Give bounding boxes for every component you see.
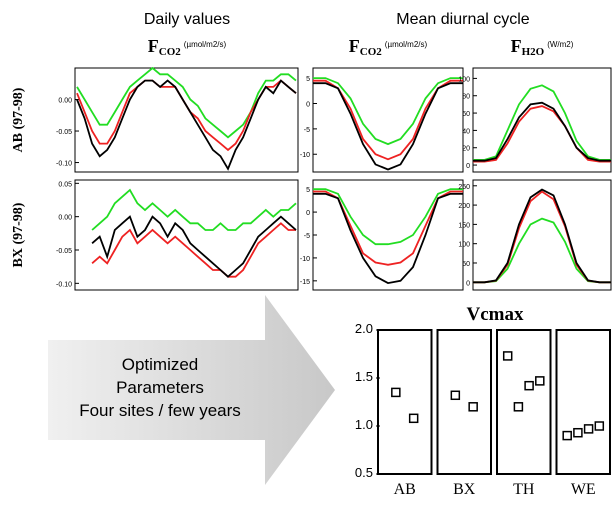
y-tick-label: 0.05 (58, 181, 72, 188)
column-label: FCO2(µmol/m2/s) (349, 36, 428, 58)
series-line (473, 188, 611, 284)
series-line (473, 105, 611, 163)
arrow (48, 295, 335, 485)
point (450, 390, 461, 401)
series-line (313, 188, 463, 246)
panel-box (555, 329, 611, 475)
point (535, 376, 545, 386)
point (502, 351, 513, 361)
arrow-text: Four sites / few years (79, 401, 241, 420)
column-label: FH2O(W/m2) (511, 36, 574, 58)
unit: (µmol/m2/s) (385, 40, 428, 49)
y-tick-label: 60 (462, 111, 470, 118)
y-tick-label: 50 (462, 261, 470, 268)
x-tick-label: BX (453, 481, 476, 498)
series-line (313, 77, 463, 146)
x-tick-label: WE (571, 481, 596, 498)
column-labels: FCO2(µmol/m2/s) FCO2(µmol/m2/s) FH2O(W/m2) (148, 36, 574, 58)
y-tick-label: 40 (462, 128, 470, 135)
y-tick-label: 0 (466, 280, 470, 287)
subscript: H2O (522, 46, 545, 58)
series-line (473, 190, 611, 284)
point (408, 413, 419, 424)
y-tick-label: -15 (300, 279, 310, 286)
series-line (91, 222, 296, 278)
plot-frame (74, 67, 299, 173)
symbol: F (511, 36, 522, 56)
subscript: CO2 (360, 46, 383, 58)
y-tick-label: -5 (304, 127, 310, 134)
chart-title: Vcmax (467, 304, 524, 325)
y-tick-label: -0.05 (56, 248, 72, 255)
unit: (µmol/m2/s) (184, 40, 227, 49)
arrow-text: Optimized (122, 355, 199, 374)
point (583, 424, 594, 434)
y-tick-label: 0 (466, 163, 470, 170)
y-tick-label: 1.5 (355, 369, 373, 384)
y-tick-label: 20 (462, 146, 470, 153)
y-tick-label: 150 (458, 222, 470, 229)
y-tick-label: -5 (304, 233, 310, 240)
y-tick-label: 0 (306, 210, 310, 217)
y-tick-label: 100 (458, 76, 470, 83)
point (468, 402, 478, 412)
row-label: AB (97-98) (11, 87, 26, 152)
symbol: F (148, 36, 159, 56)
y-tick-label: 0.00 (58, 98, 72, 105)
series-line (76, 66, 297, 139)
series-line (76, 79, 297, 171)
row-label: BX (97-98) (11, 202, 26, 267)
point (562, 430, 572, 441)
y-tick-label: 1.0 (355, 417, 373, 432)
x-tick-label: AB (394, 481, 416, 498)
y-tick-label: -10 (300, 256, 310, 263)
y-tick-label: 100 (458, 242, 470, 249)
panel-box (436, 329, 492, 475)
point (391, 387, 401, 398)
column-label: FCO2(µmol/m2/s) (148, 36, 227, 58)
y-tick-label: 200 (458, 203, 470, 210)
point (524, 380, 534, 391)
series-line (313, 82, 463, 171)
y-tick-label: 250 (458, 184, 470, 191)
panel-box (377, 329, 433, 475)
point (513, 402, 524, 412)
y-tick-label: -0.05 (56, 129, 72, 136)
series-line (473, 84, 611, 161)
y-tick-label: -0.10 (56, 281, 72, 288)
plot-frame (472, 67, 612, 173)
panel-box (496, 329, 552, 475)
arrow-text: Parameters (116, 378, 204, 397)
y-tick-label: 5 (306, 187, 310, 194)
series-line (313, 192, 463, 285)
series-line (91, 188, 297, 231)
y-tick-label: 0 (306, 102, 310, 109)
plot-frame (472, 179, 612, 291)
y-tick-label: 80 (462, 94, 470, 101)
y-tick-label: -0.10 (56, 161, 72, 168)
series-line (473, 217, 611, 284)
y-tick-label: 2.0 (355, 321, 373, 336)
y-tick-label: 0.5 (355, 465, 373, 480)
x-tick-label: TH (513, 481, 535, 498)
series-line (91, 215, 297, 278)
series-line (313, 79, 463, 161)
point (594, 421, 605, 431)
y-tick-label: 0.00 (58, 215, 72, 222)
y-tick-label: -10 (300, 152, 310, 159)
series-line (473, 101, 611, 162)
diurnal-header: Mean diurnal cycle (396, 11, 530, 28)
daily-header: Daily values (144, 11, 230, 28)
point (573, 427, 583, 438)
plot-frame (74, 179, 299, 291)
plot-frame (312, 67, 464, 173)
unit: (W/m2) (547, 40, 574, 49)
symbol: F (349, 36, 360, 56)
subscript: CO2 (159, 46, 182, 58)
y-tick-label: 5 (306, 76, 310, 83)
series-line (313, 190, 463, 266)
